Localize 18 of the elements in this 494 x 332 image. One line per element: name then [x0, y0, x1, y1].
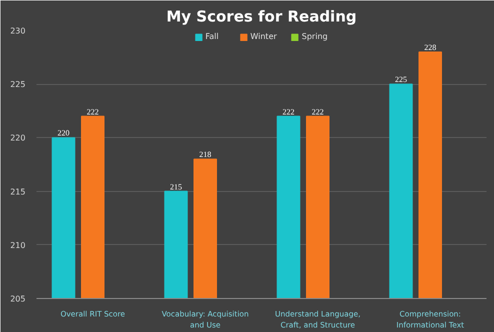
data-label: 222 [282, 107, 294, 116]
y-tick-label: 230 [10, 26, 26, 36]
y-tick-label: 205 [10, 294, 26, 304]
legend-label: Fall [205, 32, 220, 41]
legend-label: Winter [250, 32, 277, 41]
data-label: 220 [58, 128, 70, 138]
legend-label: Spring [302, 32, 328, 41]
data-label: 215 [170, 182, 182, 192]
y-tick-label: 210 [10, 240, 26, 250]
data-label: 222 [86, 107, 99, 116]
y-tick-label: 220 [10, 134, 26, 143]
data-label: 222 [312, 107, 324, 116]
y-tick-label: 225 [10, 80, 26, 90]
data-label: 225 [395, 75, 407, 84]
data-label: 228 [424, 42, 436, 52]
y-tick-label: 215 [10, 187, 26, 196]
data-label: 218 [199, 150, 212, 160]
chart-title: My Scores for Reading [166, 8, 357, 26]
